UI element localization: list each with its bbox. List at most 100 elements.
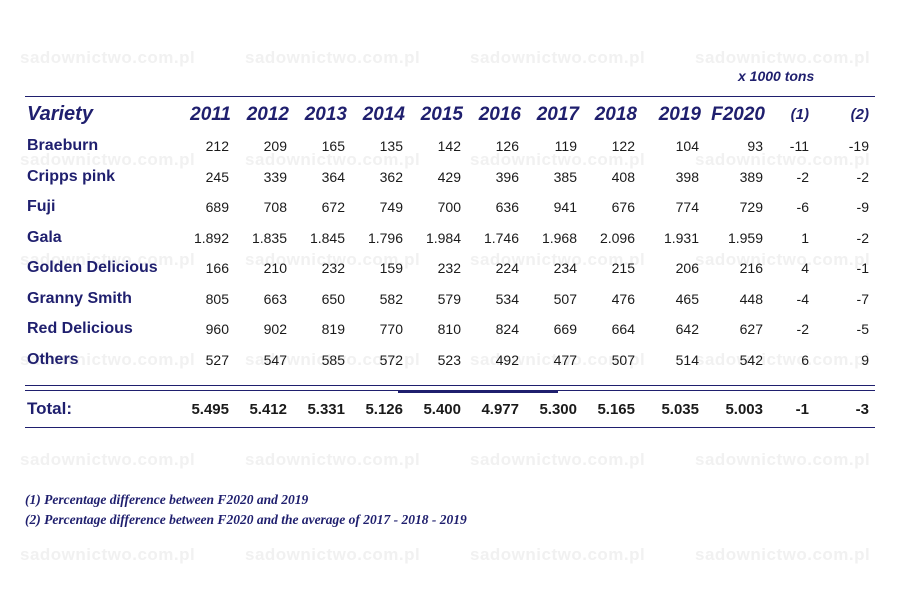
value-cell: 642: [675, 321, 699, 338]
value-cell: 119: [554, 138, 577, 155]
value-cell: 650: [321, 290, 345, 307]
value-cell: 492: [495, 351, 519, 368]
table-row: Gala 1.892 1.835 1.845 1.796 1.984 1.746 1.968 2…: [25, 223, 875, 254]
value-cell: -19: [848, 138, 869, 155]
total-value-cell: 5.331: [307, 400, 345, 418]
value-cell: 627: [739, 321, 763, 338]
value-cell: 585: [321, 351, 345, 368]
totals-table: Total: 5.495 5.412 5.331 5.126 5.400 4.977 5.3…: [25, 394, 875, 424]
value-cell: 4: [801, 260, 809, 277]
total-row: Total: 5.495 5.412 5.331 5.126 5.400 4.977 5.3…: [25, 394, 875, 424]
value-cell: 749: [379, 199, 403, 216]
column-header-2017: 2017: [536, 103, 579, 125]
value-cell: 770: [379, 321, 403, 338]
value-cell: 212: [205, 138, 229, 155]
value-cell: 960: [205, 321, 229, 338]
value-cell: -2: [856, 229, 869, 246]
value-cell: 514: [675, 351, 699, 368]
column-header-2018: 2018: [594, 103, 637, 125]
total-value-cell: 5.400: [423, 400, 461, 418]
variety-cell: Braeburn: [27, 137, 99, 155]
value-cell: 476: [611, 290, 635, 307]
variety-cell: Gala: [27, 228, 62, 246]
value-cell: 448: [739, 290, 763, 307]
value-cell: 819: [321, 321, 345, 338]
value-cell: 1.796: [367, 229, 403, 246]
value-cell: 1.984: [425, 229, 461, 246]
value-cell: -2: [856, 168, 869, 185]
watermark-text: sadownictwo.com.pl: [245, 450, 421, 469]
variety-cell: Golden Delicious: [27, 259, 158, 277]
value-cell: 1.835: [251, 229, 287, 246]
value-cell: 234: [553, 260, 577, 277]
header-rule: [25, 96, 875, 97]
value-cell: 1: [801, 229, 809, 246]
value-cell: -5: [856, 321, 869, 338]
column-header-2011: 2011: [190, 103, 231, 125]
value-cell: 542: [739, 351, 763, 368]
footnote-2: (2) Percentage difference between F2020 …: [25, 512, 467, 527]
value-cell: -2: [796, 168, 809, 185]
column-header-2015: 2015: [420, 103, 463, 125]
total-value-cell: 5.412: [249, 400, 287, 418]
value-cell: 165: [321, 138, 345, 155]
value-cell: 534: [495, 290, 519, 307]
value-cell: -9: [856, 199, 869, 216]
total-rule-upper: [25, 385, 875, 386]
watermark-text: sadownictwo.com.pl: [470, 450, 646, 469]
value-cell: 232: [321, 260, 345, 277]
value-cell: 507: [553, 290, 577, 307]
variety-cell: Cripps pink: [27, 167, 116, 185]
footnotes: (1) Percentage difference between F2020 …: [25, 490, 467, 530]
table-row: Granny Smith 805 663 650 582 579 534 507 476 465 4…: [25, 284, 875, 315]
total-value-cell: 5.126: [365, 400, 403, 418]
table-row: Others 527 547 585 572 523 492 477 507 514 542 6 9: [25, 345, 875, 376]
watermark-text: sadownictwo.com.pl: [245, 545, 421, 564]
value-cell: 6: [801, 351, 809, 368]
watermark-text: sadownictwo.com.pl: [20, 450, 196, 469]
value-cell: 224: [495, 260, 519, 277]
variety-cell: Granny Smith: [27, 289, 132, 307]
value-cell: -7: [856, 290, 869, 307]
variety-cell: Others: [27, 350, 79, 368]
value-cell: 774: [675, 199, 699, 216]
table-row: Red Delicious 960 902 819 770 810 824 669 664 642…: [25, 314, 875, 345]
watermark-text: sadownictwo.com.pl: [470, 48, 646, 67]
watermark-text: sadownictwo.com.pl: [20, 545, 196, 564]
value-cell: 206: [675, 260, 699, 277]
value-cell: 216: [739, 260, 763, 277]
watermark-text: sadownictwo.com.pl: [695, 450, 871, 469]
value-cell: 941: [553, 199, 577, 216]
total-value-cell: -3: [855, 400, 869, 418]
value-cell: 507: [611, 351, 635, 368]
total-rule-accent: [398, 391, 558, 393]
value-cell: 9: [861, 351, 869, 368]
value-cell: 579: [437, 290, 461, 307]
total-value-cell: 5.003: [725, 400, 763, 418]
value-cell: 676: [611, 199, 635, 216]
total-value-cell: 5.165: [597, 400, 635, 418]
column-header-note-1: (1): [790, 106, 809, 123]
column-header-2013: 2013: [304, 103, 347, 125]
value-cell: 636: [495, 199, 519, 216]
total-value-cell: -1: [795, 400, 809, 418]
value-cell: 245: [205, 168, 229, 185]
value-cell: 126: [495, 138, 519, 155]
value-cell: 1.746: [483, 229, 519, 246]
value-cell: -4: [796, 290, 809, 307]
value-cell: 142: [437, 138, 461, 155]
column-header-f2020: F2020: [711, 103, 765, 125]
value-cell: 824: [495, 321, 519, 338]
value-cell: 664: [611, 321, 635, 338]
table-row: Braeburn 212 209 165 135 142 126 119 122 104 93 -11…: [25, 131, 875, 162]
value-cell: 477: [553, 351, 577, 368]
value-cell: -6: [796, 199, 809, 216]
value-cell: 902: [263, 321, 287, 338]
value-cell: 1.959: [727, 229, 763, 246]
value-cell: 210: [263, 260, 287, 277]
value-cell: 669: [553, 321, 577, 338]
value-cell: 689: [205, 199, 229, 216]
value-cell: 389: [739, 168, 763, 185]
variety-cell: Fuji: [27, 198, 56, 216]
value-cell: 135: [379, 138, 403, 155]
